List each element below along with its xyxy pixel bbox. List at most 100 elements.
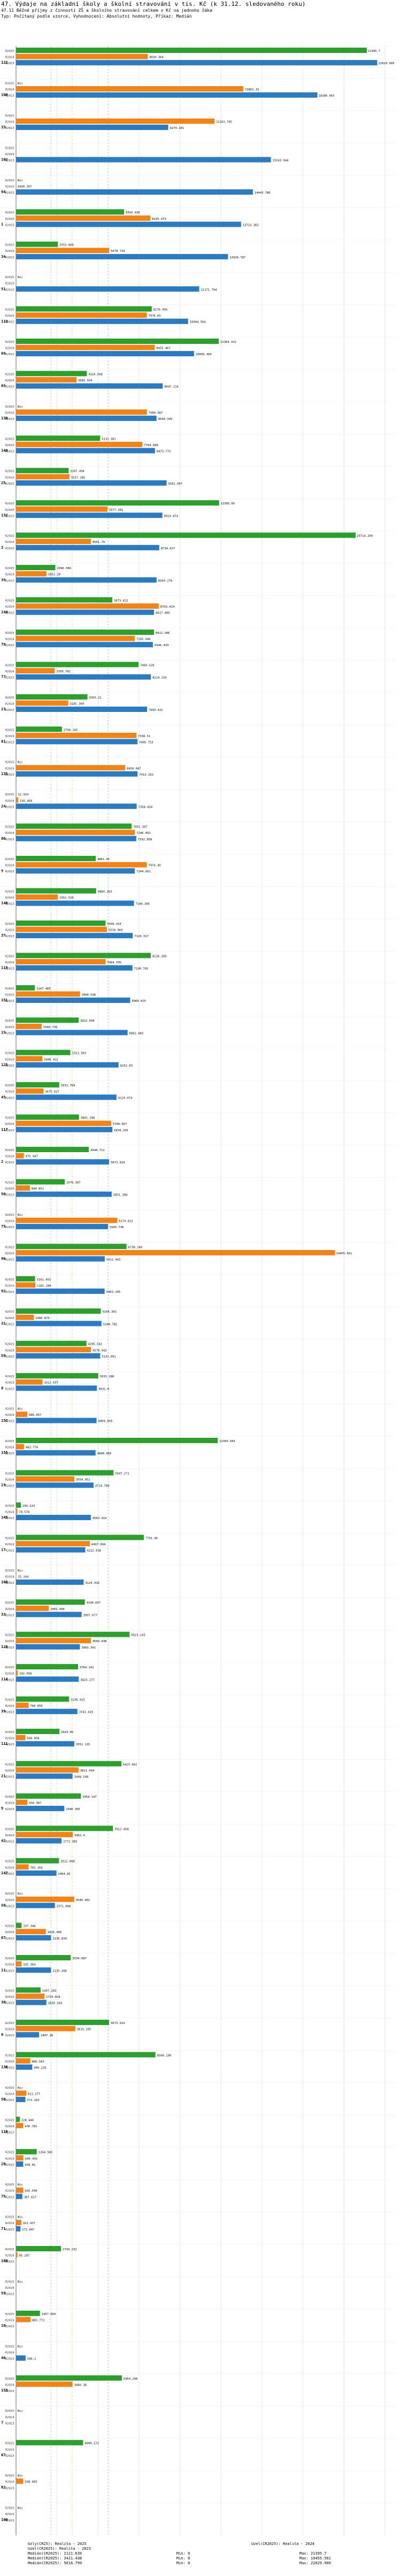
bar (16, 1838, 62, 1844)
bar (16, 383, 163, 389)
bar (16, 1412, 28, 1417)
data-label: 6129.074 (118, 1097, 133, 1100)
series-label: R2025 (5, 2442, 14, 2445)
bar (16, 2052, 156, 2058)
chart-subtitle: 47.11 Běžné příjmy z činnosti ZŠ a školn… (1, 8, 212, 13)
bar (16, 1508, 18, 1514)
data-label: 9181.967 (168, 482, 183, 486)
data-label: 4909.569 (98, 1420, 113, 1423)
data-label: 2371.088 (57, 1905, 71, 1908)
group-label: 11 (1, 1968, 5, 1972)
series-label: R2025 (5, 955, 14, 958)
series-label: R2024 (5, 2060, 14, 2064)
bar (16, 888, 96, 894)
group-label: 51 (1, 287, 5, 291)
bar (16, 2122, 24, 2128)
group-label: 69 (1, 351, 5, 356)
data-label: 22029.909 (379, 62, 395, 65)
series-label: R2023 (5, 95, 14, 98)
bar (16, 1793, 81, 1799)
data-label: 8703.424 (160, 605, 175, 609)
bar (16, 1153, 24, 1159)
bar (16, 1922, 22, 1928)
group-label: 24 (1, 804, 5, 808)
data-label: 3685.934 (78, 379, 92, 382)
bar (16, 2032, 40, 2038)
data-label: 3841.298 (81, 1117, 95, 1120)
bar (16, 371, 87, 377)
data-label: 3900.548 (82, 993, 96, 996)
series-label: R2025 (5, 2054, 14, 2057)
legend-median25: Medián(CR2025): 2121.639 (28, 2551, 82, 2556)
bar (16, 1961, 22, 1967)
series-label: R2025 (5, 1117, 14, 1120)
data-label: 78.578 (19, 1511, 29, 1514)
series-label: R2025 (5, 535, 14, 538)
data-label: 13862.32 (245, 88, 259, 91)
data-label: 1612.037 (44, 1382, 58, 1385)
data-label: 2135.839 (52, 1937, 67, 1941)
data-label: 7358.434 (138, 806, 153, 809)
bar (16, 959, 106, 964)
bar (16, 1773, 73, 1779)
data-label: 5131.361 (102, 438, 116, 441)
series-label: R2025 (5, 890, 14, 893)
series-label: R2023 (5, 1323, 14, 1326)
bar (16, 1631, 130, 1637)
series-label: R2025 (5, 1860, 14, 1864)
series-label: R2025 (5, 1181, 14, 1184)
data-label: 4884.283 (98, 890, 112, 893)
series-label: R2024 (5, 347, 14, 350)
group-label: 94 (1, 190, 5, 194)
data-label: 5539.969 (109, 929, 123, 932)
bar (16, 1373, 98, 1379)
bar (16, 448, 155, 454)
data-label: 4194.607 (87, 1601, 101, 1605)
group-label: 23 (1, 707, 5, 711)
bar (16, 1599, 85, 1605)
bar (16, 215, 151, 221)
bar (16, 1670, 18, 1676)
bar (16, 2161, 24, 2167)
bar (16, 635, 135, 641)
bar (16, 1385, 97, 1391)
data-label: 7976.65 (149, 315, 161, 318)
series-label: R2024 (5, 1382, 14, 1385)
bar (16, 209, 125, 215)
series-label: R2025 (5, 1989, 14, 1992)
data-label: 6658.687 (127, 767, 141, 770)
series-label: R2024 (5, 1414, 14, 1417)
legend-max24: Max: 19455.561 (299, 2556, 331, 2560)
data-label: 8276.956 (153, 309, 168, 312)
series-label: R2023 (5, 1194, 14, 1197)
data-label: Nic (18, 2087, 23, 2090)
bar (16, 1308, 101, 1314)
data-label: 7791.06 (145, 1537, 158, 1540)
data-label: 1606.412 (44, 1058, 58, 1061)
data-label: 5131.051 (102, 1355, 116, 1359)
bar (16, 1870, 57, 1876)
series-label: R2025 (5, 696, 14, 700)
series-label: R2023 (5, 1161, 14, 1164)
data-label: 7704.608 (144, 444, 158, 447)
data-label: 1733.828 (46, 1996, 60, 1999)
legend-median23: Medián(CR2025): 5616.799 (28, 2561, 82, 2565)
series-label: R2025 (5, 664, 14, 667)
series-label: R2023 (5, 450, 14, 453)
bar (16, 2440, 83, 2445)
series-label: R2023 (5, 1808, 14, 1811)
series-label: R2025 (5, 1052, 14, 1055)
group-label: 160 (1, 1580, 8, 1584)
data-label: 1457.404 (42, 2313, 56, 2316)
series-label: R2023 (5, 62, 14, 65)
bar (16, 1147, 89, 1153)
data-label: 8224.259 (152, 677, 167, 680)
bar (16, 985, 35, 991)
data-label: 571.163 (27, 2099, 40, 2102)
data-label: 4861.01 (97, 858, 110, 861)
bar (16, 1799, 28, 1805)
data-label: 12101.745 (216, 120, 232, 124)
series-label: R2023 (5, 612, 14, 615)
series-label: R2023 (5, 2325, 14, 2328)
series-label: R2025 (5, 2313, 14, 2316)
